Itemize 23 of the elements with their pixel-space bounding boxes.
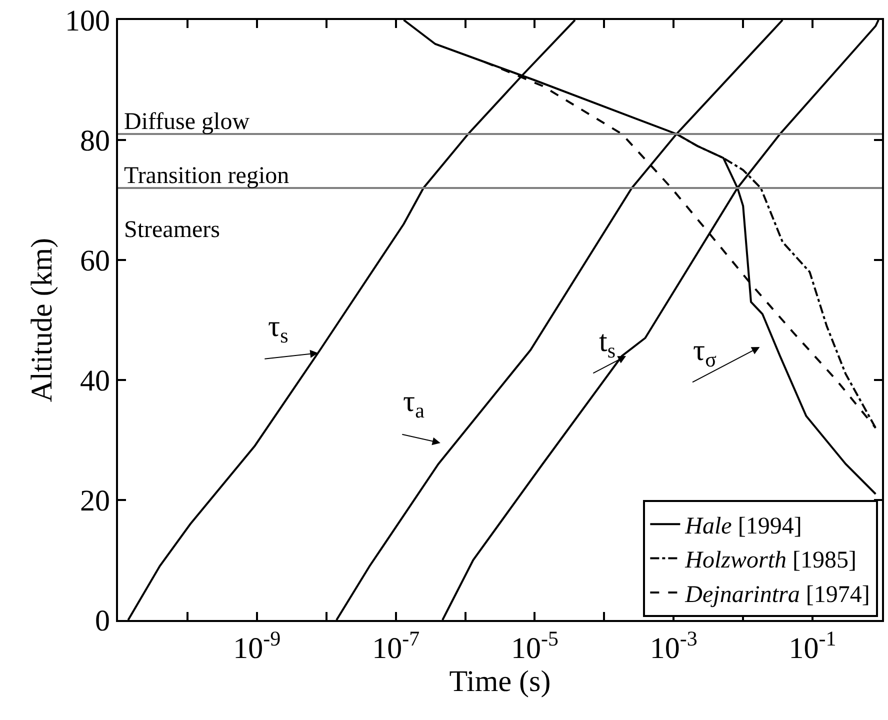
x-tick-label: 10$^{-9}$	[233, 626, 281, 665]
x-tick-label: 10$^{-3}$	[650, 626, 698, 665]
y-tick-label: 0	[95, 604, 110, 638]
x-tick-label: 10$^{-7}$	[372, 626, 420, 665]
annotation: t$_{s}$	[599, 325, 616, 362]
y-tick-label: 60	[80, 244, 110, 278]
legend-label: Holzworth [1985]	[684, 548, 857, 574]
y-tick-label: 80	[80, 124, 110, 158]
annotation: τ$_{s}$	[268, 310, 288, 348]
y-axis-title: Altitude (km)	[26, 238, 58, 402]
annotation: Diffuse glow	[124, 109, 250, 135]
y-tick-label: 20	[80, 484, 110, 518]
annotation: τ$_{a}$	[403, 385, 426, 422]
annotation: Transition region	[124, 163, 290, 189]
annotation: τ$_{σ}$	[693, 334, 716, 372]
legend-label: Dejnarintra [1974]	[684, 582, 870, 608]
y-tick-label: 100	[65, 4, 110, 38]
annotation: Streamers	[124, 217, 220, 243]
x-tick-label: 10$^{-1}$	[788, 626, 836, 665]
x-axis-title: Time (s)	[449, 665, 551, 698]
legend-label: Hale [1994]	[684, 513, 802, 540]
y-tick-label: 40	[80, 364, 110, 398]
x-tick-label: 10$^{-5}$	[510, 626, 558, 665]
